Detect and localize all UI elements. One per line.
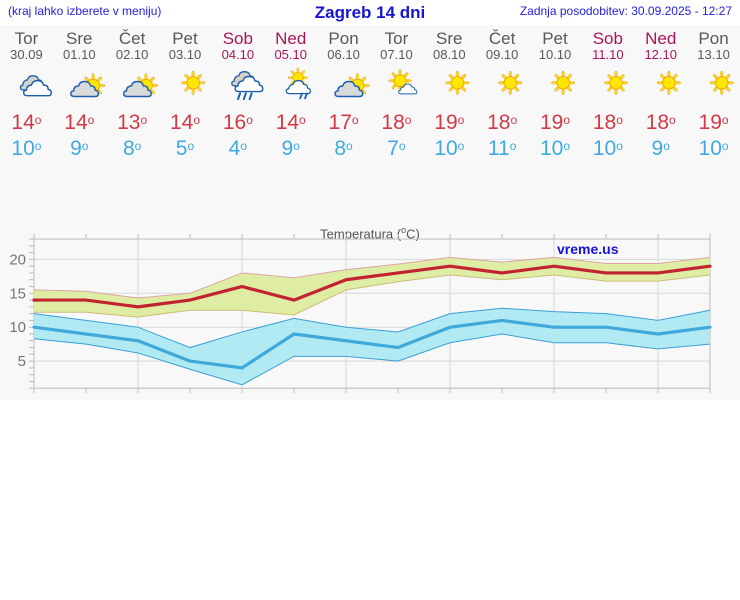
svg-text:5: 5 (18, 353, 26, 370)
svg-text:15: 15 (9, 285, 26, 302)
svg-text:10: 10 (9, 319, 26, 336)
svg-text:20: 20 (9, 251, 26, 268)
